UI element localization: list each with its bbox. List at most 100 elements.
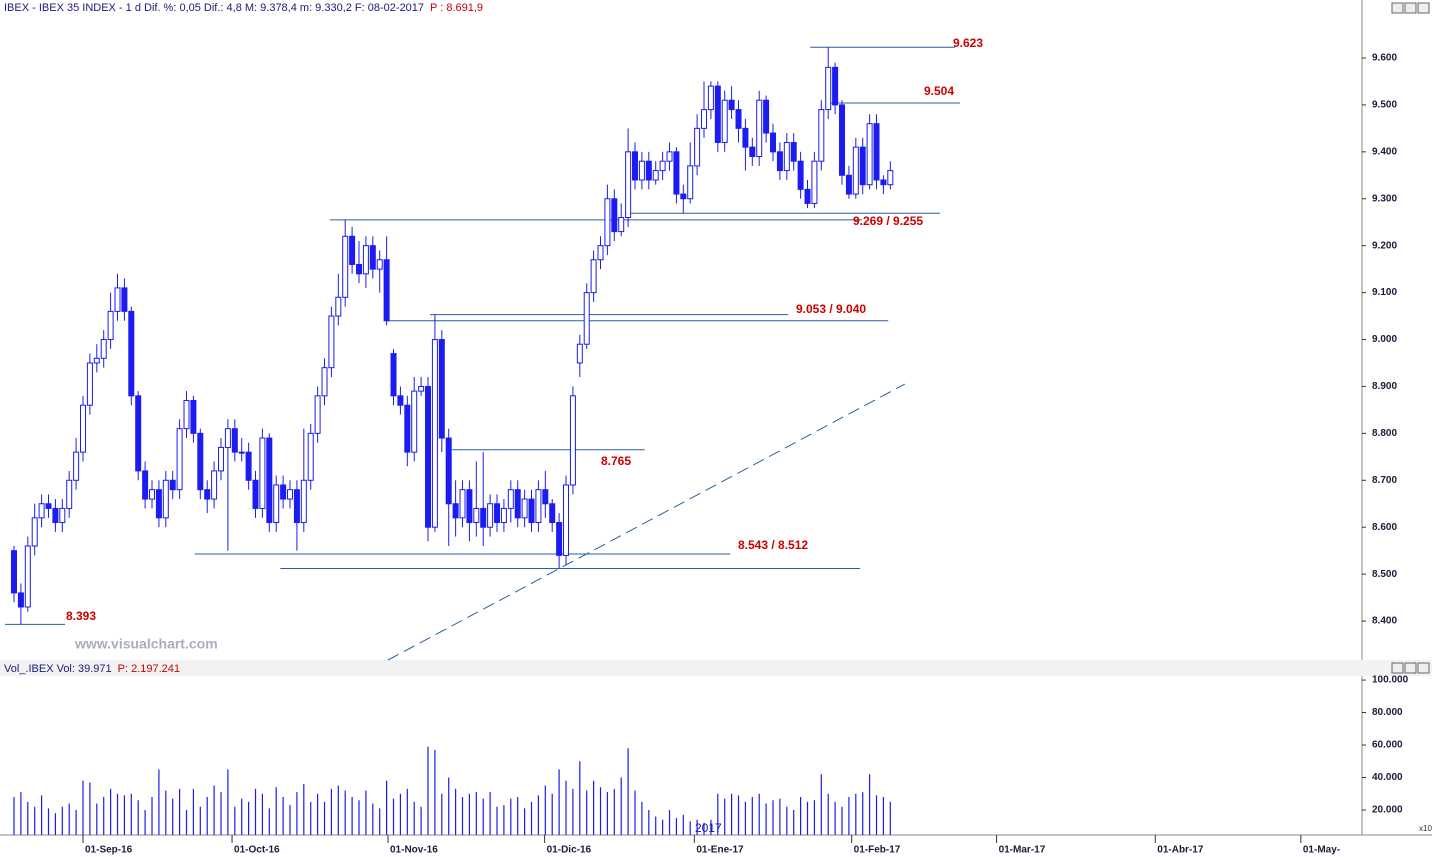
panel-separator [0, 660, 1432, 676]
candle-body [687, 165, 694, 200]
candle-body [218, 446, 225, 472]
candle-body [714, 85, 721, 143]
candle-body [694, 127, 701, 167]
y-tick-label: 8.600 [1372, 522, 1397, 533]
candle-body [459, 489, 466, 519]
candle-body [590, 259, 597, 294]
candle-body [770, 132, 777, 153]
candle-body [487, 503, 494, 528]
level-label: 9.053 / 9.040 [796, 302, 866, 316]
x-tick-label: 01-Mar-17 [999, 845, 1046, 856]
candle-body [404, 404, 411, 453]
y-tick-label: 8.900 [1372, 381, 1397, 392]
candle-body [480, 507, 487, 528]
candle-body [431, 339, 438, 528]
candle-body [514, 489, 521, 519]
candle-body [735, 109, 742, 129]
candle-body [763, 99, 770, 134]
candle-body [287, 489, 294, 500]
x-tick-label: 01-Ene-17 [696, 845, 744, 856]
candle-body [839, 104, 846, 176]
candle-body [114, 287, 121, 312]
candle-body [204, 489, 211, 500]
candle-body [832, 66, 839, 106]
candle-body [652, 170, 659, 181]
volume-header: Vol_.IBEX Vol: 39.971 P: 2.197.241 [4, 663, 180, 675]
candle-body [473, 507, 480, 524]
candle-body [625, 151, 632, 219]
candle-body [149, 489, 156, 500]
y-tick-label: 9.300 [1372, 193, 1397, 204]
candle-body [390, 353, 397, 397]
close-button[interactable] [1417, 662, 1430, 674]
x-tick-label: 01-Feb-17 [854, 845, 901, 856]
candle-body [197, 432, 204, 491]
minimize-button[interactable] [1391, 662, 1404, 674]
candle-body [190, 400, 197, 434]
candle-body [783, 141, 790, 172]
candle-body [721, 99, 728, 143]
x-tick-label: 01-Oct-16 [234, 845, 280, 856]
candle-body [376, 259, 383, 270]
candle-body [873, 123, 880, 181]
candle-body [335, 296, 342, 317]
candle-body [638, 160, 645, 181]
watermark: www.visualchart.com [74, 636, 218, 652]
candle-body [742, 127, 749, 148]
candle-body [852, 146, 859, 195]
window-buttons[interactable] [1391, 2, 1430, 674]
candle-body [790, 141, 797, 162]
x-tick-label: 01-Dic-16 [547, 845, 592, 856]
candle-body [549, 503, 556, 524]
candle-body [155, 489, 162, 519]
candle-body [238, 451, 245, 454]
y-tick-label: 9.600 [1372, 53, 1397, 64]
candle-body [314, 395, 321, 434]
candle-body [569, 395, 576, 486]
candle-body [556, 522, 563, 556]
y-tick-label: 80.000 [1372, 707, 1403, 718]
y-tick-label: 9.000 [1372, 334, 1397, 345]
candle-body [128, 310, 135, 397]
candle-body [17, 592, 24, 608]
candle-body [507, 489, 514, 509]
minimize-button[interactable] [1391, 2, 1404, 14]
candle-body [845, 174, 852, 195]
candle-body [707, 85, 714, 111]
candle-body [756, 99, 763, 158]
candle-body [818, 109, 825, 162]
candle-body [666, 151, 673, 162]
candle-body [659, 160, 666, 172]
level-label: 9.269 / 9.255 [853, 214, 923, 228]
candle-body [494, 503, 501, 524]
candle-body [66, 479, 73, 509]
candle-body [169, 479, 176, 491]
y-tick-label: 9.200 [1372, 240, 1397, 251]
candle-body [397, 395, 404, 406]
candle-body [804, 188, 811, 204]
y-tick-label: 8.800 [1372, 428, 1397, 439]
y-tick-label: 9.400 [1372, 146, 1397, 157]
level-label: 8.765 [601, 454, 631, 468]
candle-body [80, 404, 87, 453]
candle-body [73, 451, 80, 481]
candle-body [100, 339, 107, 359]
candle-body [135, 395, 142, 472]
candle-body [673, 151, 680, 195]
candle-body [728, 99, 735, 111]
scale-label: x10 [1419, 824, 1432, 833]
candle-body [583, 292, 590, 345]
x-tick-label: 01-May- [1303, 845, 1340, 856]
volume-prev: P: 2.197.241 [118, 663, 180, 675]
year-label: 2017 [695, 821, 722, 835]
candle-body [611, 198, 618, 233]
close-button[interactable] [1417, 2, 1430, 14]
candle-body [224, 428, 231, 448]
candle-body [328, 315, 335, 369]
candle-body [356, 263, 363, 275]
maximize-button[interactable] [1404, 662, 1417, 674]
candle-body [266, 437, 273, 524]
volume-title: Vol_.IBEX Vol: 39.971 [4, 663, 112, 675]
maximize-button[interactable] [1404, 2, 1417, 14]
trendline [387, 383, 906, 661]
